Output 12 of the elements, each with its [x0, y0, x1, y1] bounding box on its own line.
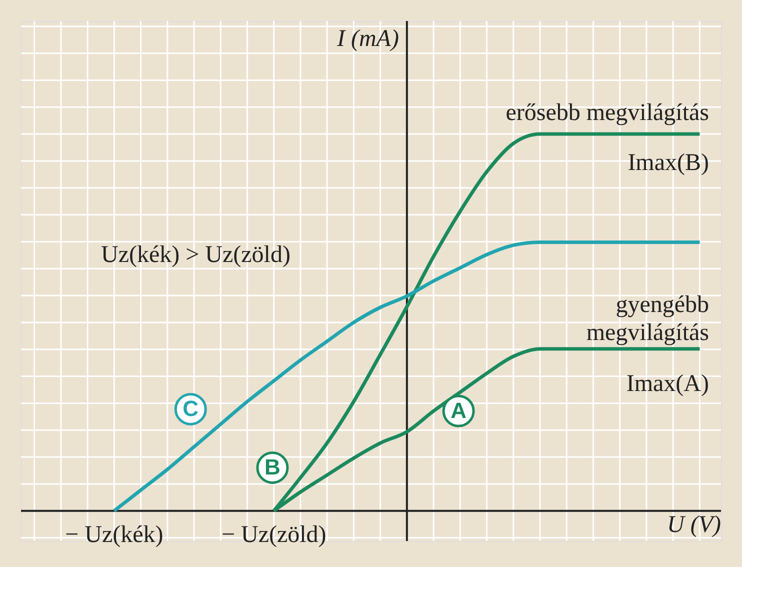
- series-label: B: [264, 454, 280, 480]
- annotation: Uz(kék) > Uz(zöld): [101, 242, 290, 268]
- annotation: Imax(B): [628, 150, 709, 176]
- x-tick-label: − Uz(zöld): [221, 522, 326, 548]
- series-label: C: [182, 396, 199, 422]
- annotation: gyengébb megvilágítás: [586, 292, 709, 346]
- y-axis-title: I (mA): [336, 26, 399, 52]
- x-tick-label: − Uz(kék): [65, 522, 164, 548]
- x-axis-title: U (V): [667, 512, 721, 538]
- text: erősebb megvilágítás: [506, 100, 709, 126]
- annotation: Imax(A): [626, 371, 709, 397]
- series-label: A: [450, 398, 467, 423]
